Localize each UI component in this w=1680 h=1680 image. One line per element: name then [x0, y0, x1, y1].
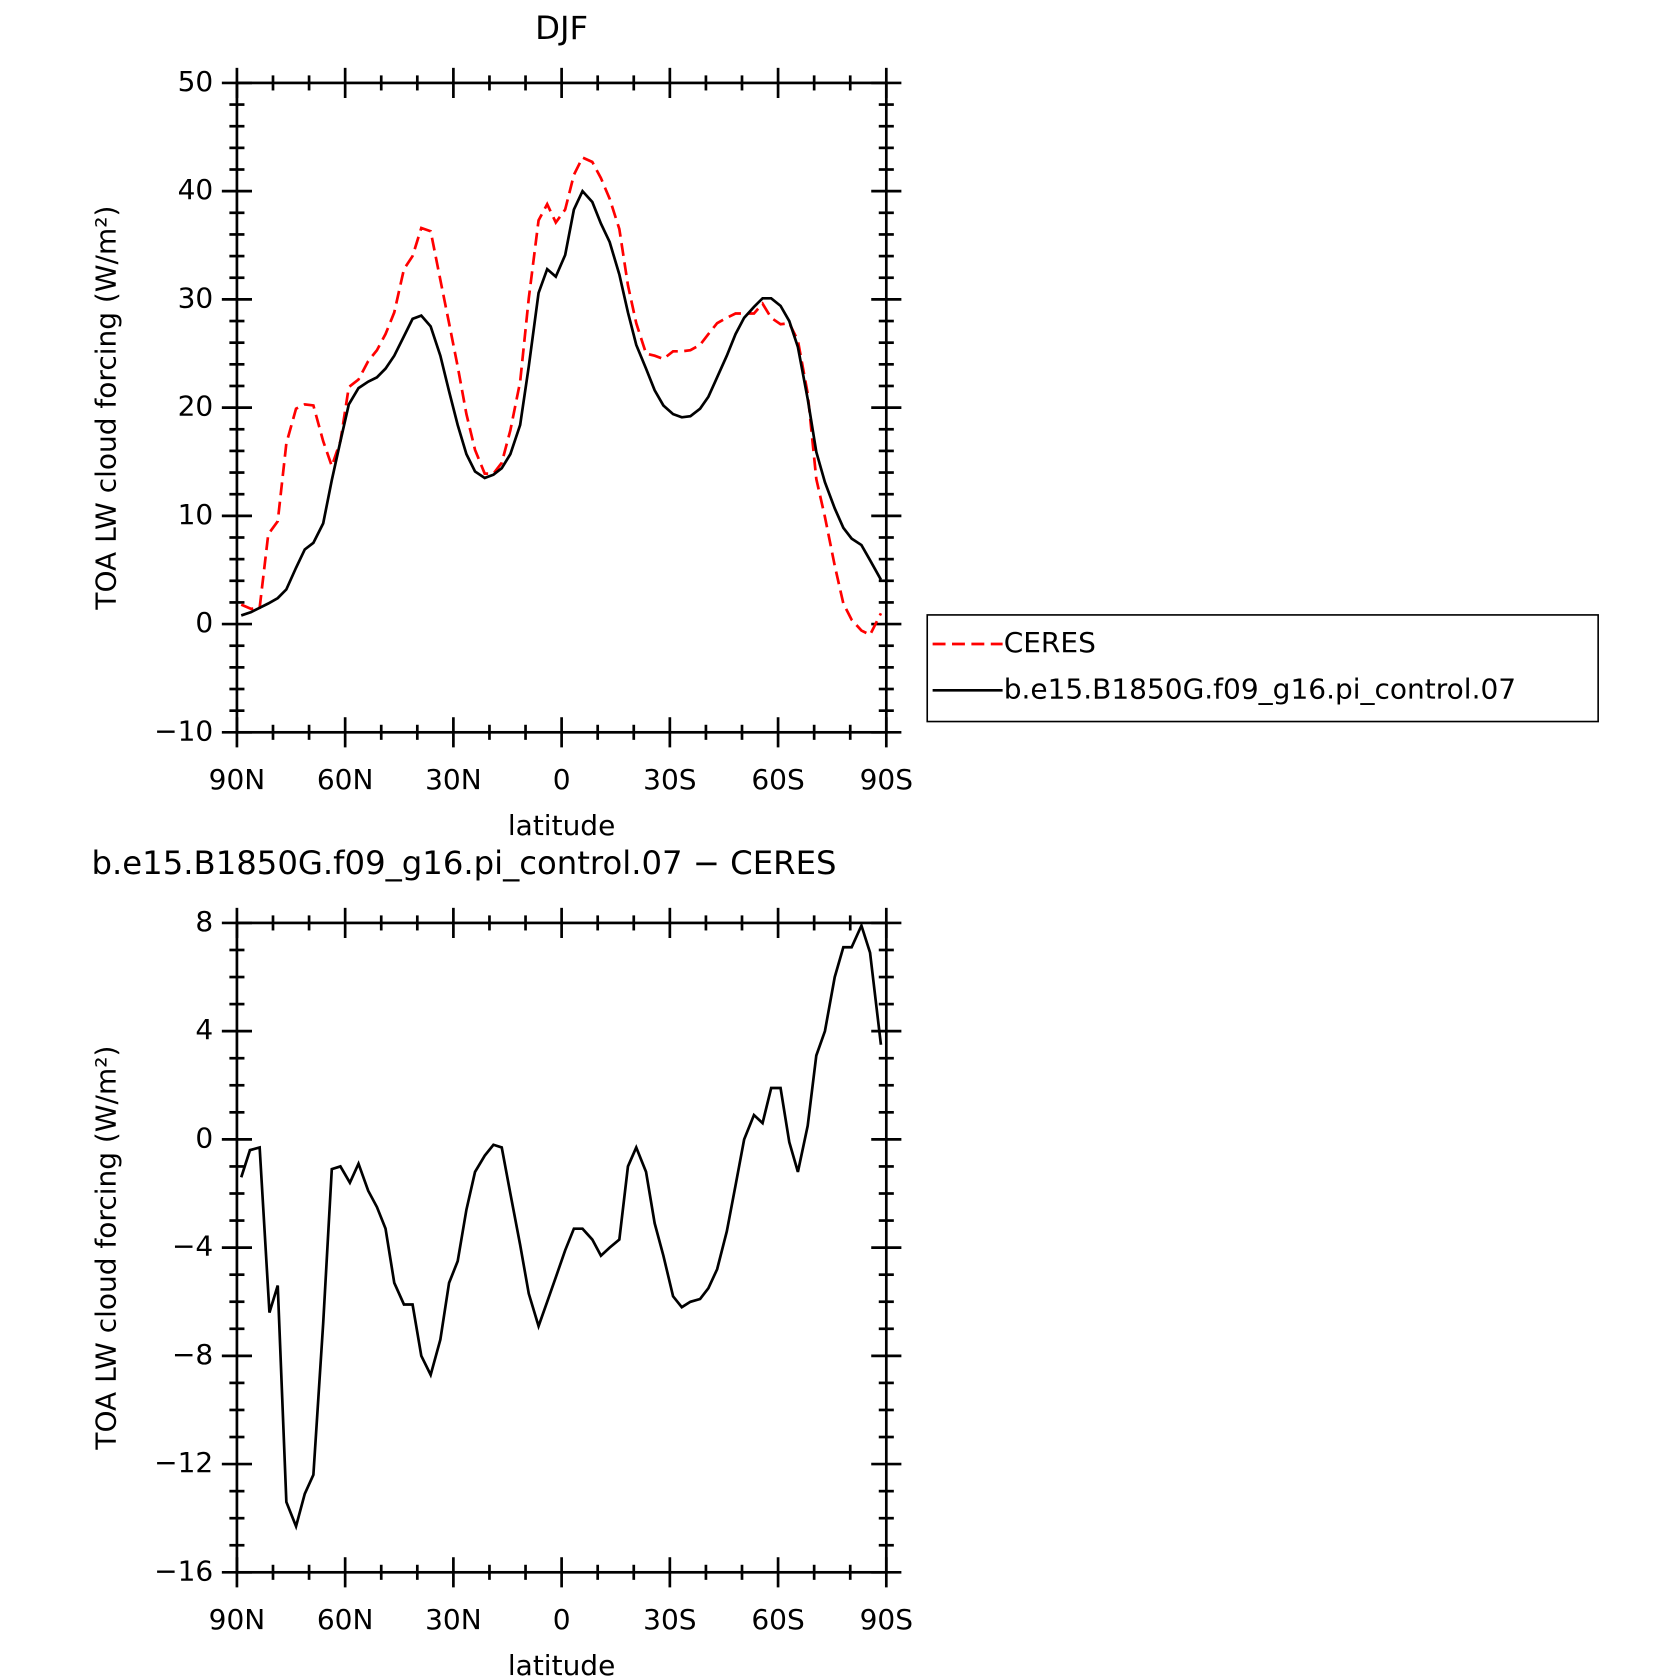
x-tick-label: 0: [553, 1603, 571, 1636]
x-axis-label: latitude: [508, 1649, 615, 1680]
y-axis-label: TOA LW cloud forcing (W/m²): [90, 1046, 123, 1451]
x-tick-label: 30N: [425, 763, 482, 796]
y-tick-label: 20: [178, 390, 214, 423]
y-tick-label: −16: [154, 1554, 213, 1587]
x-tick-label: 90S: [860, 763, 913, 796]
plot-frame: [235, 81, 888, 734]
data-line: [240, 188, 883, 617]
y-tick-label: 4: [195, 1013, 213, 1046]
x-tick-label: 90N: [209, 1603, 266, 1636]
chart-title: b.e15.B1850G.f09_g16.pi_control.07 − CER…: [92, 844, 837, 882]
x-axis-label: latitude: [508, 809, 615, 842]
y-tick-label: 8: [195, 905, 213, 938]
x-tick-label: 60S: [751, 763, 804, 796]
legend-box: [926, 614, 1599, 723]
data-line: [239, 921, 883, 1531]
x-tick-label: 60N: [317, 763, 374, 796]
legend-label: b.e15.B1850G.f09_g16.pi_control.07: [1004, 672, 1516, 705]
x-tick-label: 60S: [751, 1603, 804, 1636]
x-tick-label: 30N: [425, 1603, 482, 1636]
y-tick-label: 50: [178, 65, 214, 98]
y-tick-label: 0: [195, 1121, 213, 1154]
plot-frame: [235, 921, 888, 1574]
x-tick-label: 60N: [317, 1603, 374, 1636]
x-tick-label: 90S: [860, 1603, 913, 1636]
legend-label: CERES: [1004, 626, 1096, 659]
chart-title: DJF: [535, 9, 588, 47]
y-tick-label: −4: [172, 1230, 213, 1263]
y-tick-label: 30: [178, 281, 214, 314]
y-tick-label: −12: [154, 1446, 213, 1479]
y-tick-label: −10: [154, 714, 213, 747]
data-line: [240, 155, 883, 637]
y-tick-label: 40: [178, 173, 214, 206]
x-tick-label: 90N: [209, 763, 266, 796]
x-tick-label: 30S: [643, 763, 696, 796]
x-tick-label: 30S: [643, 1603, 696, 1636]
y-axis-label: TOA LW cloud forcing (W/m²): [90, 206, 123, 611]
y-tick-label: −8: [172, 1338, 213, 1371]
y-tick-label: 0: [195, 606, 213, 639]
x-tick-label: 0: [553, 763, 571, 796]
y-tick-label: 10: [178, 498, 214, 531]
